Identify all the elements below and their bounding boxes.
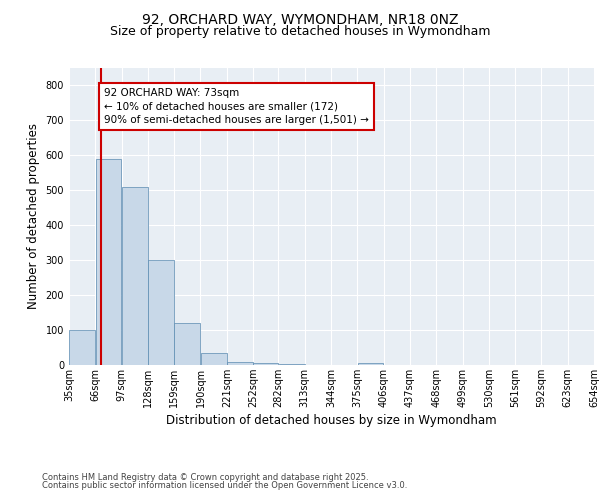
Text: Contains public sector information licensed under the Open Government Licence v3: Contains public sector information licen… (42, 482, 407, 490)
Text: Contains HM Land Registry data © Crown copyright and database right 2025.: Contains HM Land Registry data © Crown c… (42, 472, 368, 482)
Bar (253, 363, 278, 365)
X-axis label: Distribution of detached houses by size in Wymondham: Distribution of detached houses by size … (166, 414, 497, 427)
Text: 92 ORCHARD WAY: 73sqm
← 10% of detached houses are smaller (172)
90% of semi-det: 92 ORCHARD WAY: 73sqm ← 10% of detached … (104, 88, 368, 125)
Bar (69, 330, 95, 365)
Text: 92, ORCHARD WAY, WYMONDHAM, NR18 0NZ: 92, ORCHARD WAY, WYMONDHAM, NR18 0NZ (142, 12, 458, 26)
Text: Size of property relative to detached houses in Wymondham: Size of property relative to detached ho… (110, 25, 490, 38)
Bar (148, 260, 174, 365)
Bar (227, 362, 253, 365)
Y-axis label: Number of detached properties: Number of detached properties (27, 123, 40, 309)
Bar (279, 364, 305, 365)
Bar (175, 323, 200, 365)
Bar (358, 363, 383, 365)
Bar (95, 158, 121, 365)
Bar (200, 353, 227, 365)
Bar (122, 186, 148, 365)
